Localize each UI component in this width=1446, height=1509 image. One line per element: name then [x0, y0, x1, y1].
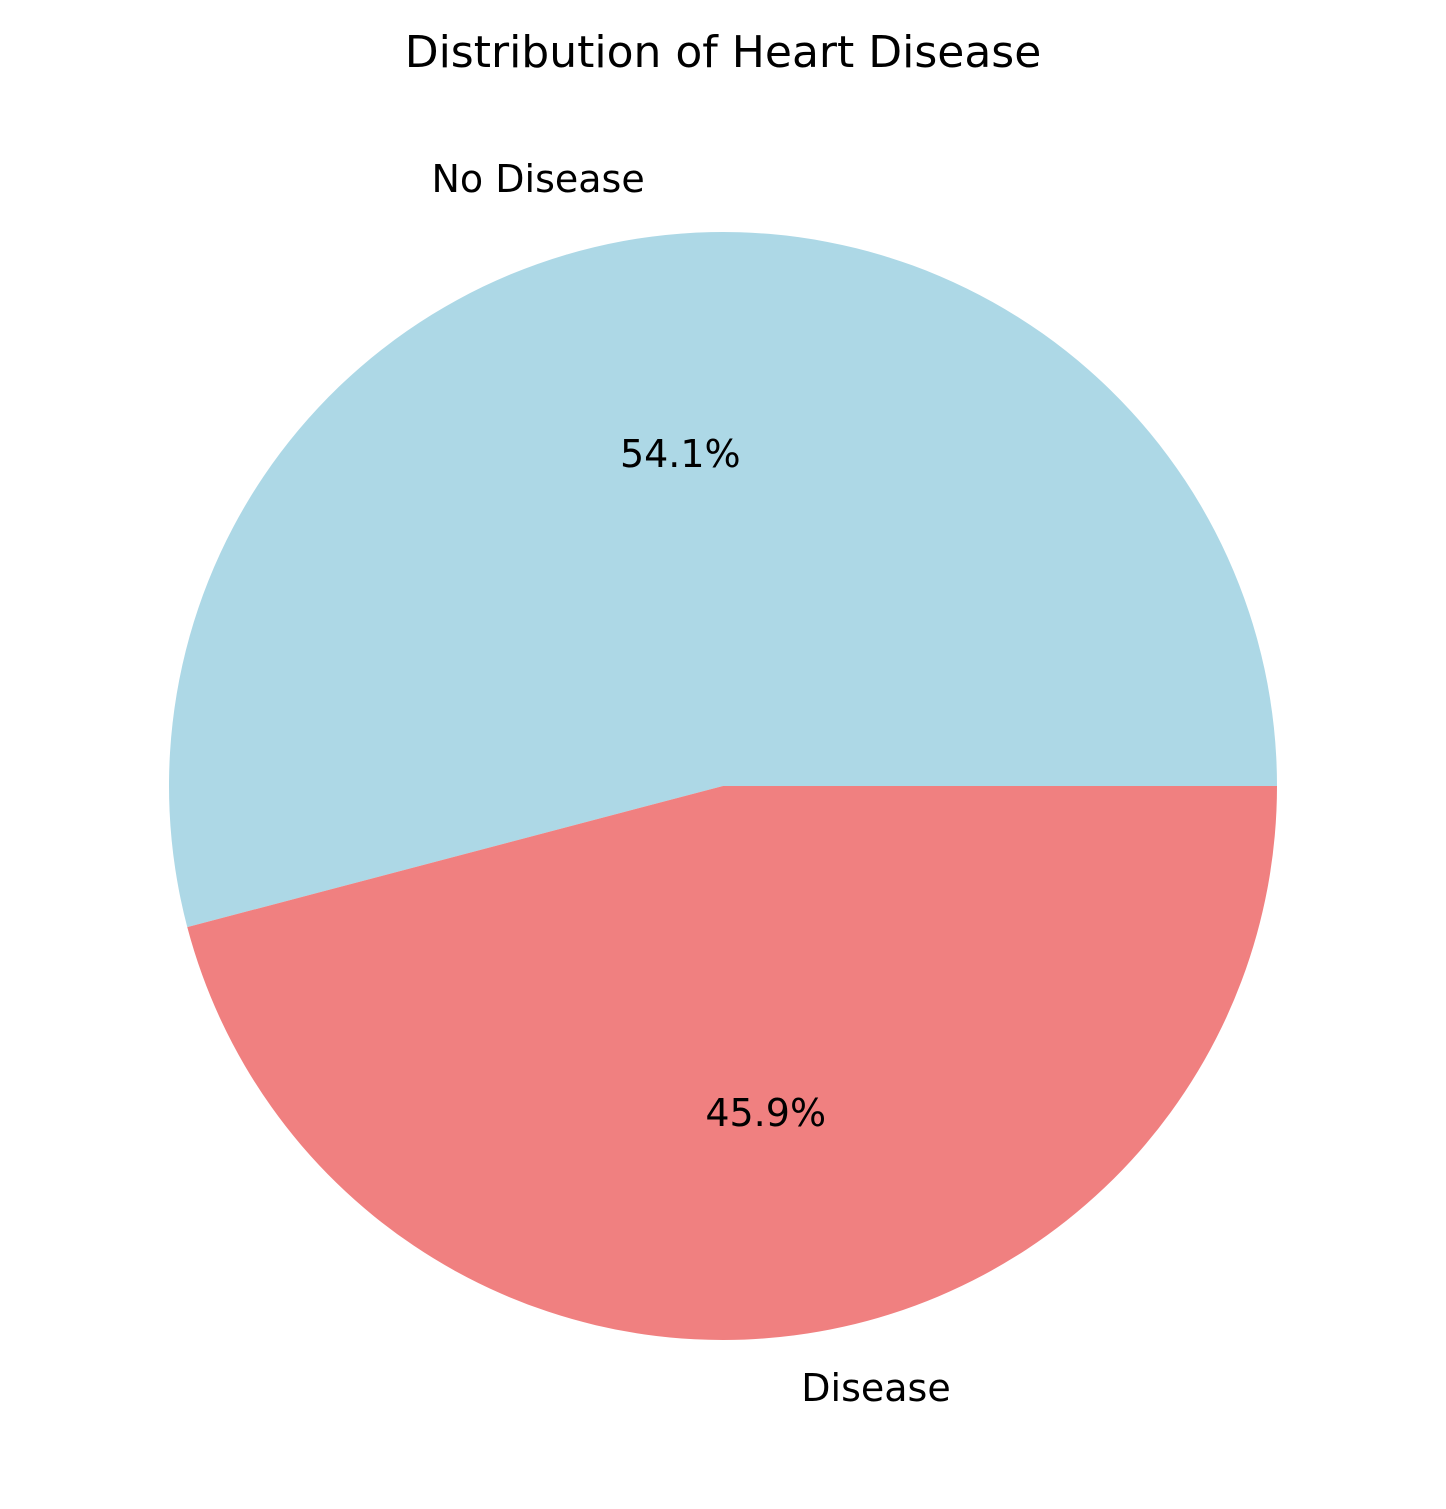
slice-category-label: No Disease: [432, 157, 645, 201]
pie-slice-disease: [187, 786, 1278, 1341]
slice-category-label: Disease: [801, 1366, 950, 1410]
pie-slices: [168, 232, 1278, 1341]
slice-percent-label: 54.1%: [620, 432, 741, 476]
slice-percent-label: 45.9%: [705, 1091, 826, 1135]
pie-slice-no-disease: [168, 232, 1277, 928]
pie-labels: No Disease 54.1% Disease 45.9%: [432, 157, 951, 1410]
chart-title: Distribution of Heart Disease: [405, 27, 1042, 78]
